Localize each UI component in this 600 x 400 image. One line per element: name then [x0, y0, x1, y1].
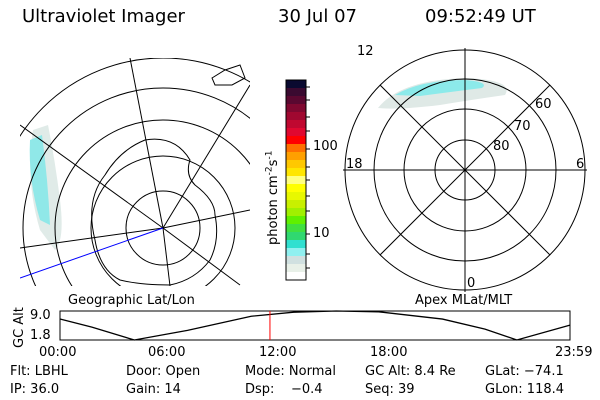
colorbar-unit-label: photon cm-2s-1 [264, 150, 281, 245]
status-dsp: Dsp: −0.4 [245, 382, 323, 397]
mlt-label-18: 18 [346, 157, 363, 172]
lat-label-70: 70 [514, 119, 531, 134]
meridian-line [162, 84, 250, 229]
latitude-circle [22, 87, 250, 286]
status-filter: Flt: LBHL [10, 364, 68, 379]
colorbar-tick-10: 10 [313, 226, 330, 241]
new-zealand-coastline [211, 64, 246, 86]
status-door: Door: Open [126, 364, 201, 379]
colorbar-swatch [286, 232, 306, 241]
status-ip: IP: 36.0 [10, 382, 60, 397]
instrument-title: Ultraviolet Imager [22, 6, 185, 27]
colorbar-swatch [286, 168, 306, 177]
x-tick-0600: 06:00 [148, 345, 186, 360]
time-label: 09:52:49 UT [425, 6, 536, 27]
y-tick-1.8: 1.8 [30, 328, 51, 343]
colorbar-swatch [286, 248, 306, 257]
status-glon: GLon: 118.4 [485, 382, 565, 397]
y-tick-9: 9.0 [30, 308, 51, 323]
colorbar-swatch [286, 144, 306, 153]
apex-label: Apex MLat/MLT [415, 293, 513, 308]
lat-label-60: 60 [535, 97, 552, 112]
status-gc-alt: GC Alt: 8.4 Re [365, 364, 456, 379]
colorbar-swatch [286, 216, 306, 225]
colorbar-swatch [286, 184, 306, 193]
x-tick-1200: 12:00 [259, 345, 297, 360]
colorbar-swatch [286, 192, 306, 201]
status-mode: Mode: Normal [245, 364, 336, 379]
colorbar-swatch [286, 120, 306, 129]
colorbar-swatch [286, 256, 306, 265]
meridian-line [379, 84, 551, 256]
lat-label-80: 80 [493, 139, 510, 154]
meridian-line [20, 124, 164, 229]
colorbar-tick-100: 100 [313, 139, 338, 154]
meridian-line [162, 209, 250, 229]
colorbar-swatch [286, 240, 306, 249]
plot-frame [59, 310, 571, 341]
satellite-track-line [20, 227, 164, 279]
meridian-line [129, 58, 164, 229]
x-tick-2359: 23:59 [555, 345, 593, 360]
colorbar-swatch [286, 224, 306, 233]
gc-alt-axis-label: GC Alt [12, 307, 27, 348]
x-tick-1800: 18:00 [370, 345, 408, 360]
aurora-emission-bright [29, 135, 50, 225]
meridian-line [162, 227, 241, 286]
date-label: 30 Jul 07 [278, 6, 357, 27]
colorbar-swatch [286, 128, 306, 137]
colorbar-swatch [286, 264, 306, 273]
meridian-line [162, 227, 171, 286]
mlt-label-0: 0 [467, 276, 476, 291]
colorbar-swatch [286, 96, 306, 105]
colorbar-swatch [286, 272, 306, 281]
colorbar-swatch [286, 152, 306, 161]
latitude-circle [125, 190, 201, 266]
latitude-circle [90, 155, 236, 286]
status-gain: Gain: 14 [126, 382, 181, 397]
mlt-label-12: 12 [357, 44, 374, 59]
mlt-label-6: 6 [576, 157, 585, 172]
colorbar-swatch [286, 208, 306, 217]
colorbar-swatch [286, 200, 306, 209]
status-glat: GLat: −74.1 [485, 364, 564, 379]
latitude-circle [54, 119, 250, 286]
colorbar-swatch [286, 176, 306, 185]
status-seq: Seq: 39 [365, 382, 415, 397]
colorbar-swatch [286, 112, 306, 121]
gc-alt-line [59, 310, 571, 341]
colorbar-swatch [286, 88, 306, 97]
antarctica-coastline [91, 138, 218, 286]
colorbar-swatch [286, 104, 306, 113]
geographic-label: Geographic Lat/Lon [68, 293, 195, 308]
x-tick-0000: 00:00 [39, 345, 77, 360]
colorbar-swatch [286, 136, 306, 145]
meridian-line [20, 227, 164, 249]
colorbar-swatch [286, 80, 306, 89]
colorbar-swatch [286, 160, 306, 169]
map-layer [20, 58, 250, 286]
